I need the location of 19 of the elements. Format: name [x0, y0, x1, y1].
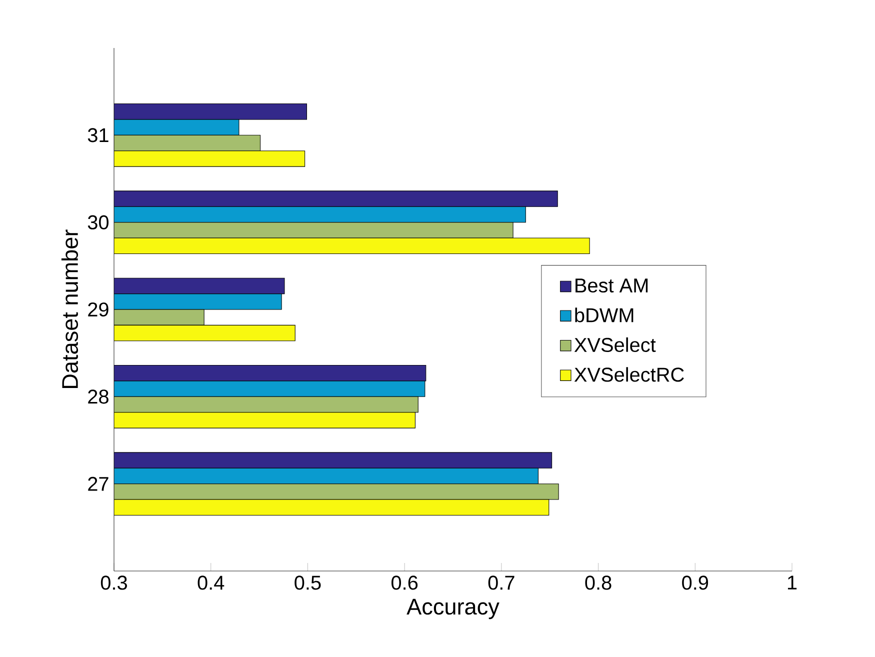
x-tick-label: 0.8: [585, 576, 612, 590]
x-tick-label: 0.3: [100, 576, 127, 590]
legend-label: bDWM: [575, 308, 634, 322]
x-tick-label: 0.9: [682, 576, 708, 590]
legend-label: XVSelect: [574, 337, 656, 352]
x-tick-label: 0.5: [294, 576, 321, 590]
x-axis-title: Accuracy: [406, 598, 500, 620]
y-tick-label: 30: [88, 215, 109, 230]
x-tick-label: 0.6: [391, 576, 418, 590]
y-tick-label: 27: [88, 476, 108, 491]
x-tick-label: 0.7: [488, 576, 514, 590]
y-tick-label: 28: [88, 390, 108, 404]
x-tick-label: 0.4: [198, 576, 224, 590]
legend-label: Best AM: [576, 278, 648, 293]
y-axis-title: Dataset number: [61, 230, 78, 388]
y-tick-label: 31: [88, 128, 108, 142]
legend-label: XVSelectRC: [574, 367, 684, 382]
y-tick-label: 29: [88, 302, 108, 317]
x-tick-label: 1: [788, 576, 797, 590]
